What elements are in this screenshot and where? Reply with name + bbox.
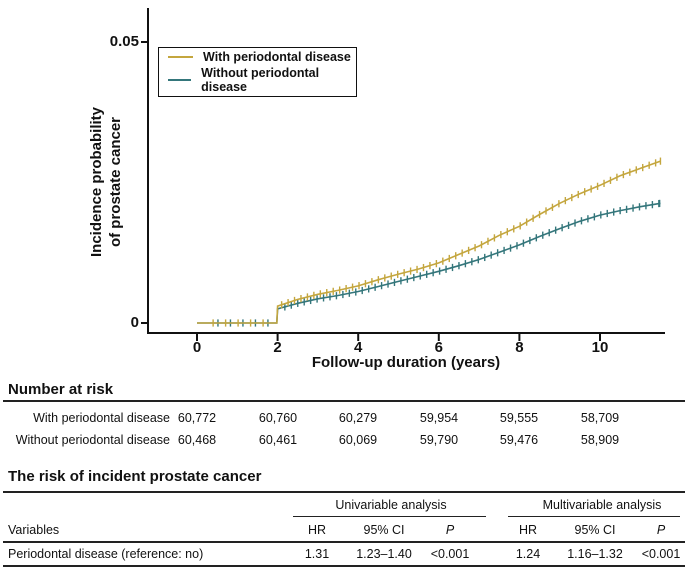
table-row: With periodontal disease 60,772 60,760 6… — [0, 411, 688, 429]
multi-ci-value: 1.16–1.32 — [567, 547, 623, 561]
risk-count: 59,476 — [499, 433, 539, 447]
multi-hr-header: HR — [518, 523, 538, 537]
multi-p-value: <0.001 — [641, 547, 681, 561]
x-tick-label: 8 — [515, 339, 524, 356]
univariable-group-header: Univariable analysis — [335, 498, 447, 512]
legend-label-with: With periodontal disease — [203, 50, 351, 64]
series-line-with — [197, 160, 661, 324]
uni-ci-value: 1.23–1.40 — [356, 547, 412, 561]
univariable-group-underline — [293, 516, 486, 518]
risk-table-section: The risk of incident prostate cancer Uni… — [0, 462, 688, 574]
x-tick-label: 4 — [354, 339, 363, 356]
y-tick-label: 0 — [130, 314, 139, 331]
multi-p-header: P — [656, 523, 666, 537]
risk-count: 60,069 — [338, 433, 378, 447]
multivariable-group-header: Multivariable analysis — [542, 498, 662, 512]
legend-swatch-without-icon — [168, 78, 192, 82]
legend: With periodontal disease Without periodo… — [158, 47, 357, 97]
risk-count: 58,709 — [580, 411, 620, 425]
y-axis-title-line2: of prostate cancer — [107, 116, 124, 248]
number-at-risk-heading: Number at risk — [8, 381, 114, 398]
series-line-without — [197, 202, 661, 324]
x-tick-label: 10 — [591, 339, 609, 356]
risk-count: 60,760 — [258, 411, 298, 425]
risk-count: 60,279 — [338, 411, 378, 425]
multi-hr-value: 1.24 — [515, 547, 541, 561]
uni-ci-header: 95% CI — [363, 523, 405, 537]
uni-hr-value: 1.31 — [304, 547, 330, 561]
risk-count: 60,772 — [177, 411, 217, 425]
x-tick-label: 0 — [192, 339, 202, 356]
risk-table-rule-mid — [3, 541, 685, 543]
risk-count: 60,461 — [258, 433, 298, 447]
legend-swatch-with-icon — [168, 55, 193, 59]
number-at-risk-section: Number at risk With periodontal disease … — [0, 378, 688, 462]
risk-count: 60,468 — [177, 433, 217, 447]
incidence-chart: Incidence probability of prostate cancer… — [87, 8, 665, 371]
risk-count: 59,790 — [419, 433, 459, 447]
risk-count: 58,909 — [580, 433, 620, 447]
risk-count: 59,555 — [499, 411, 539, 425]
legend-item-without: Without periodontal disease — [168, 66, 356, 94]
variable-name: Periodontal disease (reference: no) — [8, 547, 204, 561]
uni-hr-header: HR — [307, 523, 327, 537]
risk-table-rule-top — [3, 491, 685, 493]
uni-p-header: P — [445, 523, 455, 537]
x-tick-label: 2 — [273, 339, 282, 356]
table-row: Without periodontal disease 60,468 60,46… — [0, 433, 688, 451]
chart-canvas — [141, 8, 665, 341]
risk-count: 59,954 — [419, 411, 459, 425]
uni-p-value: <0.001 — [430, 547, 470, 561]
variables-header: Variables — [8, 523, 60, 537]
risk-row-label: Without periodontal disease — [15, 433, 170, 447]
risk-table-heading: The risk of incident prostate cancer — [8, 468, 262, 485]
legend-label-without: Without periodontal disease — [201, 66, 320, 94]
risk-table-rule-bottom — [3, 565, 685, 567]
risk-row-label: With periodontal disease — [33, 411, 170, 425]
x-axis-title: Follow-up duration (years) — [311, 354, 501, 371]
y-axis-title-line1: Incidence probability — [88, 106, 105, 258]
y-tick-label: 0.05 — [109, 33, 139, 50]
number-at-risk-rule — [3, 400, 685, 402]
multi-ci-header: 95% CI — [574, 523, 616, 537]
multivariable-group-underline — [508, 516, 680, 518]
legend-item-with: With periodontal disease — [168, 50, 356, 64]
y-axis-title: Incidence probability of prostate cancer — [87, 107, 125, 257]
x-tick-label: 6 — [434, 339, 443, 356]
